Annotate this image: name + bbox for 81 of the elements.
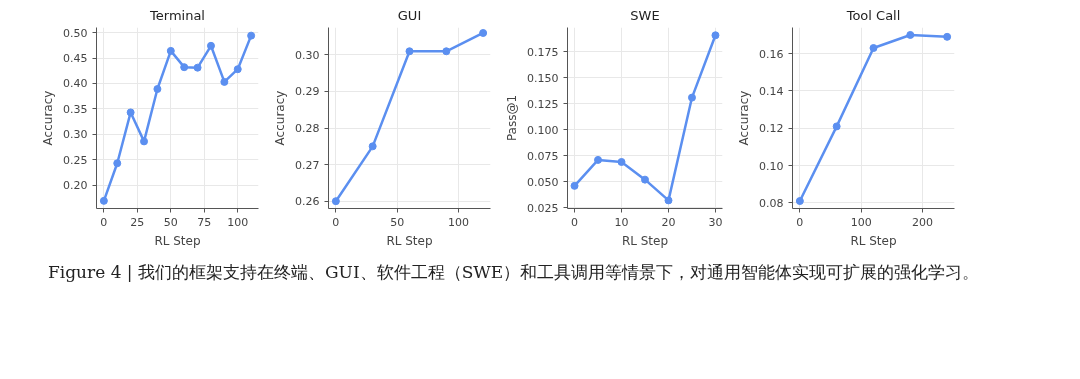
point (113, 159, 122, 168)
x-tick-label: 10 (614, 215, 629, 229)
point (479, 28, 488, 37)
y-tick-label: 0.025 (527, 201, 559, 215)
x-axis-title: RL Step (386, 233, 433, 248)
point (331, 197, 340, 206)
y-tick-label: 0.175 (527, 45, 559, 59)
x-tick-label: 100 (448, 215, 470, 229)
y-tick-label: 0.50 (63, 26, 88, 40)
point (193, 63, 202, 72)
caption: Figure 4 | 我们的框架支持在终端、GUI、软件工程（SWE）和工具调用等情景下，对通用智能体实现可扩展的强化学习。 (48, 261, 980, 284)
y-tick-label: 0.050 (527, 175, 559, 189)
y-tick-label: 0.40 (63, 77, 88, 91)
x-tick-label: 75 (197, 215, 212, 229)
point (906, 30, 915, 39)
point (832, 122, 841, 131)
point (180, 63, 189, 72)
y-tick-label: 0.08 (759, 196, 784, 210)
y-axis-title: Accuracy (273, 90, 288, 146)
chart-title: GUI (397, 7, 422, 23)
y-axis-title: Accuracy (41, 90, 56, 146)
y-axis-title: Pass@1 (505, 94, 520, 142)
y-tick-label: 0.25 (63, 153, 88, 167)
y-tick-label: 0.150 (527, 71, 559, 85)
point (140, 137, 149, 146)
point (206, 41, 215, 50)
x-tick-label: 100 (850, 215, 872, 229)
y-tick-label: 0.075 (527, 149, 559, 163)
point (153, 85, 162, 94)
x-tick-label: 50 (390, 215, 405, 229)
x-tick-label: 20 (661, 215, 676, 229)
x-tick-label: 200 (912, 215, 934, 229)
y-tick-label: 0.45 (63, 52, 88, 66)
x-tick-label: 0 (571, 215, 579, 229)
point (166, 46, 175, 55)
point (405, 47, 414, 56)
y-tick-label: 0.35 (63, 102, 88, 116)
x-axis-title: RL Step (621, 233, 669, 248)
x-axis-title: RL Step (154, 233, 201, 248)
point (617, 157, 626, 166)
point (641, 175, 649, 184)
y-tick-label: 0.26 (295, 195, 320, 209)
x-tick-label: 0 (100, 215, 108, 229)
chart-title: SWE (630, 7, 660, 23)
point (869, 44, 878, 53)
y-tick-label: 0.10 (759, 159, 784, 173)
y-tick-label: 0.30 (63, 128, 88, 142)
point (687, 93, 696, 102)
point (570, 181, 579, 190)
point (247, 31, 256, 40)
point (220, 77, 229, 86)
point (943, 32, 952, 41)
point (442, 47, 451, 56)
point (99, 196, 108, 205)
point (711, 31, 720, 40)
x-tick-label: 50 (163, 215, 178, 229)
y-tick-label: 0.12 (759, 122, 784, 136)
x-tick-label: 25 (130, 215, 145, 229)
chart-title: Tool Call (845, 7, 901, 23)
point (368, 142, 377, 151)
x-axis-title: RL Step (850, 233, 897, 248)
point (594, 155, 603, 164)
y-tick-label: 0.20 (63, 179, 88, 193)
y-tick-label: 0.14 (759, 84, 784, 98)
y-tick-label: 0.27 (295, 158, 320, 172)
y-tick-label: 0.28 (295, 122, 320, 136)
x-tick-label: 100 (227, 215, 249, 229)
chart-title: Terminal (149, 7, 205, 23)
y-tick-label: 0.100 (527, 123, 559, 137)
x-tick-label: 0 (332, 215, 340, 229)
y-tick-label: 0.29 (295, 85, 320, 99)
point (233, 65, 242, 74)
point (664, 196, 673, 205)
y-axis-title: Accuracy (737, 90, 752, 146)
point (126, 108, 135, 117)
x-tick-label: 0 (796, 215, 804, 229)
x-tick-label: 30 (708, 215, 723, 229)
point (795, 197, 804, 206)
y-tick-label: 0.30 (295, 48, 320, 62)
y-tick-label: 0.125 (527, 97, 559, 111)
y-tick-label: 0.16 (759, 47, 784, 61)
